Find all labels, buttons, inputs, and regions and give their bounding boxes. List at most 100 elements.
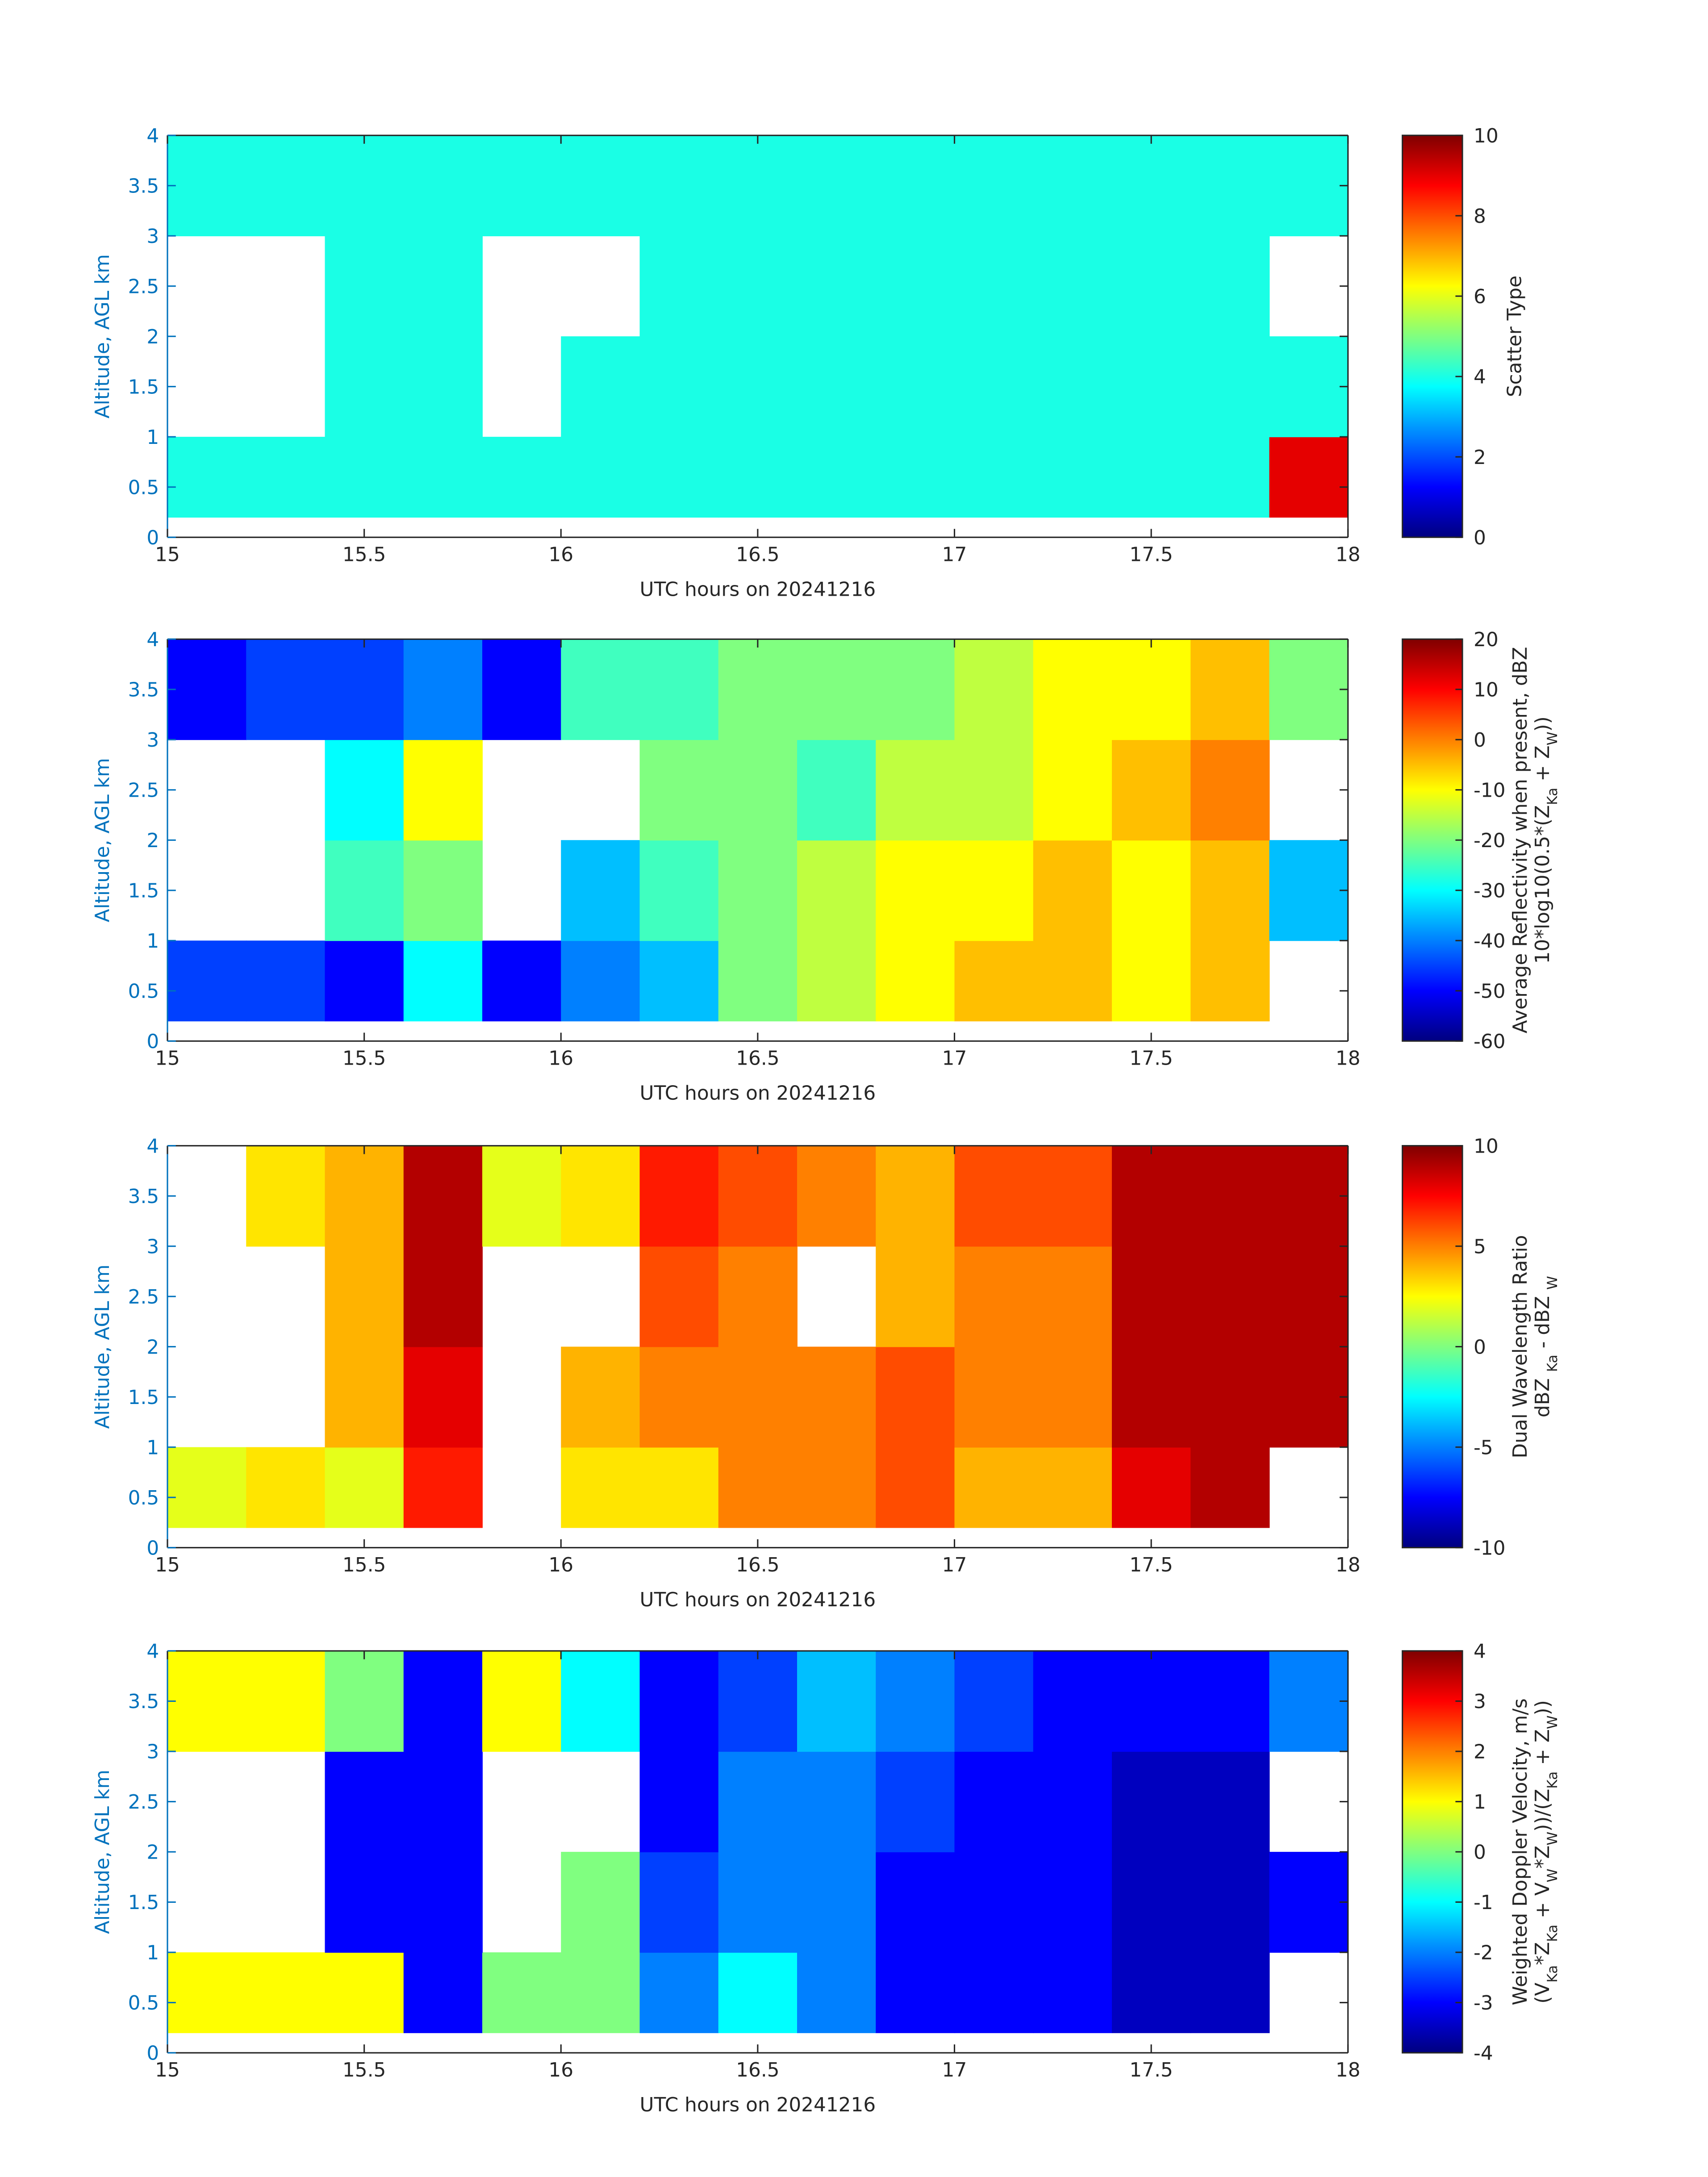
subscript: W — [1545, 1868, 1561, 1882]
heatmap-cell — [954, 336, 1034, 438]
heatmap-cell — [954, 940, 1034, 1022]
y-tick-label: 3.5 — [128, 1690, 159, 1713]
colorbar — [1402, 1145, 1463, 1549]
heatmap-cell — [1112, 1246, 1191, 1347]
colorbar-tick-label: 1 — [1474, 1791, 1486, 1813]
heatmap-cell — [246, 1447, 326, 1528]
heatmap-cell — [954, 740, 1034, 841]
heatmap-cell — [561, 1447, 640, 1528]
colorbar-tick-label: -60 — [1474, 1030, 1505, 1053]
heatmap-cell — [1112, 840, 1191, 941]
heatmap-cell — [1033, 639, 1112, 740]
heatmap-cell — [876, 236, 955, 337]
heatmap-cell — [403, 1751, 483, 1852]
y-tick-label: 3.5 — [128, 678, 159, 701]
heatmap-cell — [1190, 1246, 1270, 1347]
heatmap-cell — [561, 1651, 640, 1752]
colorbar-tick-label: 10 — [1474, 125, 1499, 147]
heatmap-cell — [325, 840, 404, 941]
heatmap-cell — [718, 1851, 798, 1953]
panel: 15 15.5 16 16.5 17 17.5 18 0 0.5 1 1.5 2 2.5 3 3.5 4 UTC… — [91, 628, 1561, 1105]
heatmap-cell — [718, 639, 798, 740]
heatmap-cell — [167, 940, 247, 1022]
heatmap-cell — [1269, 135, 1349, 237]
heatmap-cell — [718, 1145, 798, 1247]
heatmap-cell — [876, 1447, 955, 1528]
heatmap-cell — [403, 1346, 483, 1448]
heatmap-cell — [1269, 1246, 1349, 1347]
label-text: 10*log10(0.5*(Z — [1531, 805, 1554, 964]
colorbar-tick-label: -10 — [1474, 1537, 1505, 1559]
heatmap-cell — [797, 840, 877, 941]
heatmap-cell — [639, 740, 719, 841]
colorbar-tick-label: 20 — [1474, 628, 1499, 651]
colorbar-tick-label: 2 — [1474, 1740, 1486, 1763]
heatmap-cell — [1269, 437, 1349, 518]
x-tick-label: 15.5 — [342, 2059, 386, 2081]
heatmap-cell — [246, 1952, 326, 2033]
heatmap-cell — [954, 639, 1034, 740]
heatmap-cell — [561, 1952, 640, 2033]
x-tick-label: 18 — [1336, 1047, 1361, 1070]
y-tick-label: 4 — [146, 1640, 159, 1663]
y-tick-label: 2 — [146, 1336, 159, 1358]
heatmap-cell — [561, 940, 640, 1022]
heatmap-cell — [1190, 437, 1270, 518]
heatmap-cell — [482, 135, 562, 237]
colorbar-tick-label: 3 — [1474, 1690, 1486, 1713]
heatmap-cell — [639, 135, 719, 237]
heatmap-cell — [1112, 236, 1191, 337]
heatmap-cell — [403, 1851, 483, 1953]
colorbar-label: Dual Wavelength Ratio — [1509, 1235, 1532, 1458]
heatmap-cell — [718, 1447, 798, 1528]
y-tick-label: 3 — [146, 729, 159, 752]
heatmap-cell — [1112, 639, 1191, 740]
heatmap-cell — [718, 1346, 798, 1448]
heatmap-cell — [325, 1447, 404, 1528]
label-text: + V — [1531, 1882, 1554, 1924]
y-tick-label: 2.5 — [128, 779, 159, 802]
heatmap-cell — [1190, 135, 1270, 237]
panel: 15 15.5 16 16.5 17 17.5 18 0 0.5 1 1.5 2 2.5 3 3.5 4 UTC… — [91, 1135, 1561, 1611]
heatmap-cell — [1033, 740, 1112, 841]
heatmap-cell — [954, 1447, 1034, 1528]
y-tick-label: 0.5 — [128, 1992, 159, 2014]
heatmap-cell — [561, 336, 640, 438]
heatmap-cell — [639, 1952, 719, 2033]
colorbar-tick-label: -1 — [1474, 1891, 1493, 1914]
heatmap-cell — [403, 840, 483, 941]
heatmap-cell — [1112, 940, 1191, 1022]
heatmap-cell — [1190, 1952, 1270, 2033]
x-tick-label: 17.5 — [1129, 543, 1173, 566]
heatmap-cell — [1112, 1751, 1191, 1852]
heatmap-cell — [482, 639, 562, 740]
subscript: Ka — [1545, 1354, 1561, 1372]
heatmap-cell — [876, 840, 955, 941]
subscript: Ka — [1545, 1965, 1561, 1983]
heatmap-cell — [403, 437, 483, 518]
heatmap-cell — [1190, 1145, 1270, 1247]
colorbar — [1402, 134, 1463, 538]
heatmap-cell — [561, 1851, 640, 1953]
panel: 15 15.5 16 16.5 17 17.5 18 0 0.5 1 1.5 2 2.5 3 3.5 4 UTC… — [91, 125, 1526, 601]
heatmap-cell — [797, 1145, 877, 1247]
heatmap-cell — [718, 437, 798, 518]
heatmap-cell — [403, 1246, 483, 1347]
heatmap-cell — [876, 940, 955, 1022]
colorbar-tick-label: 0 — [1474, 526, 1486, 549]
heatmap-cell — [639, 1246, 719, 1347]
y-tick-label: 3.5 — [128, 1185, 159, 1208]
heatmap-cell — [876, 1346, 955, 1448]
heatmap-cell — [639, 1346, 719, 1448]
heatmap-cell — [482, 1145, 562, 1247]
heatmap-cell — [797, 1851, 877, 1953]
heatmap-cell — [797, 135, 877, 237]
x-tick-label: 16.5 — [736, 543, 779, 566]
x-tick-label: 15.5 — [342, 543, 386, 566]
heatmap-cell — [246, 1145, 326, 1247]
x-tick-label: 18 — [1336, 1554, 1361, 1576]
x-tick-label: 16 — [548, 2059, 573, 2081]
y-tick-label: 0.5 — [128, 980, 159, 1003]
y-tick-label: 1.5 — [128, 1891, 159, 1914]
heatmap-cell — [1033, 1751, 1112, 1852]
